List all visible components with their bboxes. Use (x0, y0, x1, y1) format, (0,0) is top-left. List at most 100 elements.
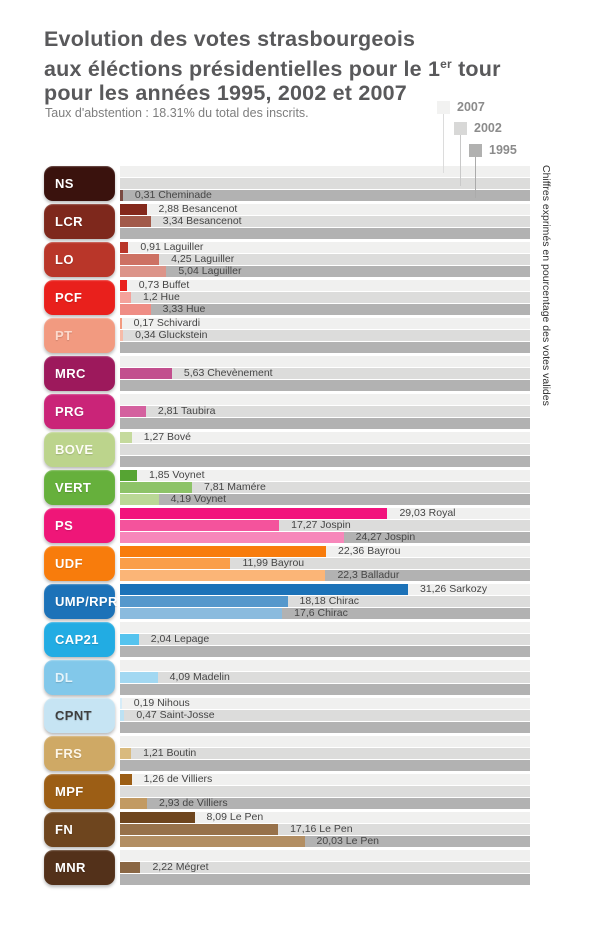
bar-label-mpf-1995: 2,93 de Villiers (158, 797, 228, 809)
track-2002: 4,09 Madelin (120, 672, 530, 683)
track-2002 (120, 178, 530, 189)
bar-label-ump-rpr-2002: 18,18 Chirac (299, 595, 360, 607)
track-2007 (120, 736, 530, 747)
abstention-note: Taux d'abstention : 18.31% du total des … (45, 106, 309, 120)
party-row-frs: FRS 1,21 Boutin (0, 736, 616, 771)
party-badge-ns: NS (44, 166, 115, 201)
track-2002: 7,81 Mamére (120, 482, 530, 493)
title-superscript: er (440, 56, 452, 71)
legend-connector-1995 (475, 156, 476, 198)
track-2007: 1,85 Voynet (120, 470, 530, 481)
bar-label-pcf-1995: 3,33 Hue (162, 303, 206, 315)
track-2007: 22,36 Bayrou (120, 546, 530, 557)
bar-label-pt-2007: 0,17 Schivardi (133, 317, 201, 329)
party-row-lcr: LCR 2,88 Besancenot 3,34 Besancenot (0, 204, 616, 239)
bar-pt-2002 (120, 330, 124, 341)
bar-tracks-frs: 1,21 Boutin (120, 736, 530, 771)
track-2007: 8,09 Le Pen (120, 812, 530, 823)
bar-pcf-1995 (120, 304, 151, 315)
party-row-cpnt: CPNT 0,19 Nihous 0,47 Saint-Josse (0, 698, 616, 733)
bar-ump-rpr-2007 (120, 584, 408, 595)
bar-label-ps-1995: 24,27 Jospin (355, 531, 416, 543)
track-1995: 24,27 Jospin (120, 532, 530, 543)
party-badge-frs: FRS (44, 736, 115, 771)
bar-vert-1995 (120, 494, 159, 505)
track-2007: 0,73 Buffet (120, 280, 530, 291)
track-1995 (120, 684, 530, 695)
track-2002: 1,21 Boutin (120, 748, 530, 759)
bar-tracks-mnr: 2,22 Mégret (120, 850, 530, 885)
bar-label-lo-2007: 0,91 Laguiller (140, 241, 204, 253)
bar-ns-1995 (120, 190, 123, 201)
bar-ps-2007 (120, 508, 388, 519)
track-2007 (120, 660, 530, 671)
track-2007 (120, 622, 530, 633)
track-1995: 0,31 Cheminade (120, 190, 530, 201)
party-row-udf: UDF 22,36 Bayrou 11,99 Bayrou 22,3 Balladur (0, 546, 616, 581)
bar-tracks-dl: 4,09 Madelin (120, 660, 530, 695)
title-line2-end: tour (451, 56, 501, 81)
track-2002: 1,2 Hue (120, 292, 530, 303)
bar-tracks-cpnt: 0,19 Nihous 0,47 Saint-Josse (120, 698, 530, 733)
bar-lo-2002 (120, 254, 160, 265)
bar-lcr-2002 (120, 216, 151, 227)
party-badge-ump-rpr: UMP/RPR (44, 584, 117, 619)
bar-tracks-ps: 29,03 Royal 17,27 Jospin 24,27 Jospin (120, 508, 530, 543)
party-badge-cpnt: CPNT (44, 698, 115, 733)
track-1995 (120, 228, 530, 239)
bar-label-pcf-2007: 0,73 Buffet (138, 279, 190, 291)
party-badge-pt: PT (44, 318, 115, 353)
bar-udf-2007 (120, 546, 326, 557)
track-2007 (120, 394, 530, 405)
track-2007: 0,19 Nihous (120, 698, 530, 709)
bar-label-ump-rpr-1995: 17,6 Chirac (294, 607, 348, 619)
party-badge-mnr: MNR (44, 850, 115, 885)
bar-udf-2002 (120, 558, 231, 569)
bar-label-ps-2002: 17,27 Jospin (291, 519, 351, 531)
party-row-dl: DL 4,09 Madelin (0, 660, 616, 695)
bar-vert-2007 (120, 470, 138, 481)
party-row-mnr: MNR 2,22 Mégret (0, 850, 616, 885)
legend-label-1995: 1995 (489, 143, 517, 157)
track-2002: 11,99 Bayrou (120, 558, 530, 569)
bar-tracks-pcf: 0,73 Buffet 1,2 Hue 3,33 Hue (120, 280, 530, 315)
party-row-cap21: CAP21 2,04 Lepage (0, 622, 616, 657)
party-row-pcf: PCF 0,73 Buffet 1,2 Hue 3,33 Hue (0, 280, 616, 315)
bar-dl-2002 (120, 672, 158, 683)
party-badge-ps: PS (44, 508, 115, 543)
track-1995 (120, 342, 530, 353)
bar-label-prg-2002: 2,81 Taubira (157, 405, 216, 417)
bar-label-fn-2002: 17,16 Le Pen (290, 823, 353, 835)
bar-ump-rpr-1995 (120, 608, 283, 619)
bar-fn-2002 (120, 824, 279, 835)
bar-tracks-lo: 0,91 Laguiller 4,25 Laguiller 5,04 Laguill… (120, 242, 530, 277)
party-badge-prg: PRG (44, 394, 115, 429)
bar-label-bove-2007: 1,27 Bové (143, 431, 191, 443)
bar-lo-2007 (120, 242, 129, 253)
bar-pt-2007 (120, 318, 122, 329)
bar-tracks-mpf: 1,26 de Villiers 2,93 de Villiers (120, 774, 530, 809)
track-1995 (120, 456, 530, 467)
axis-unit-note: Chiffres exprimés en pourcentage des vot… (540, 165, 552, 406)
legend-label-2002: 2002 (474, 121, 502, 135)
bar-tracks-cap21: 2,04 Lepage (120, 622, 530, 657)
bar-label-cpnt-2002: 0,47 Saint-Josse (136, 709, 215, 721)
track-2007 (120, 356, 530, 367)
party-row-mpf: MPF 1,26 de Villiers 2,93 de Villiers (0, 774, 616, 809)
track-2002 (120, 786, 530, 797)
bar-tracks-vert: 1,85 Voynet 7,81 Mamére 4,19 Voynet (120, 470, 530, 505)
legend-swatch-1995 (469, 143, 482, 157)
bar-ump-rpr-2002 (120, 596, 288, 607)
bar-label-dl-2002: 4,09 Madelin (169, 671, 230, 683)
party-badge-udf: UDF (44, 546, 115, 581)
bar-label-vert-2007: 1,85 Voynet (149, 469, 205, 481)
bar-label-cap21-2002: 2,04 Lepage (150, 633, 210, 645)
party-badge-bove: BOVE (44, 432, 115, 467)
bar-tracks-fn: 8,09 Le Pen 17,16 Le Pen 20,03 Le Pen (120, 812, 530, 847)
bar-cap21-2002 (120, 634, 139, 645)
bar-ps-1995 (120, 532, 344, 543)
track-2007: 29,03 Royal (120, 508, 530, 519)
chart-rows: NS 0,31 Cheminade LCR 2,88 Besancenot 3,34 B… (0, 166, 616, 888)
bar-label-mpf-2007: 1,26 de Villiers (143, 773, 213, 785)
bar-label-lcr-2007: 2,88 Besancenot (158, 203, 238, 215)
